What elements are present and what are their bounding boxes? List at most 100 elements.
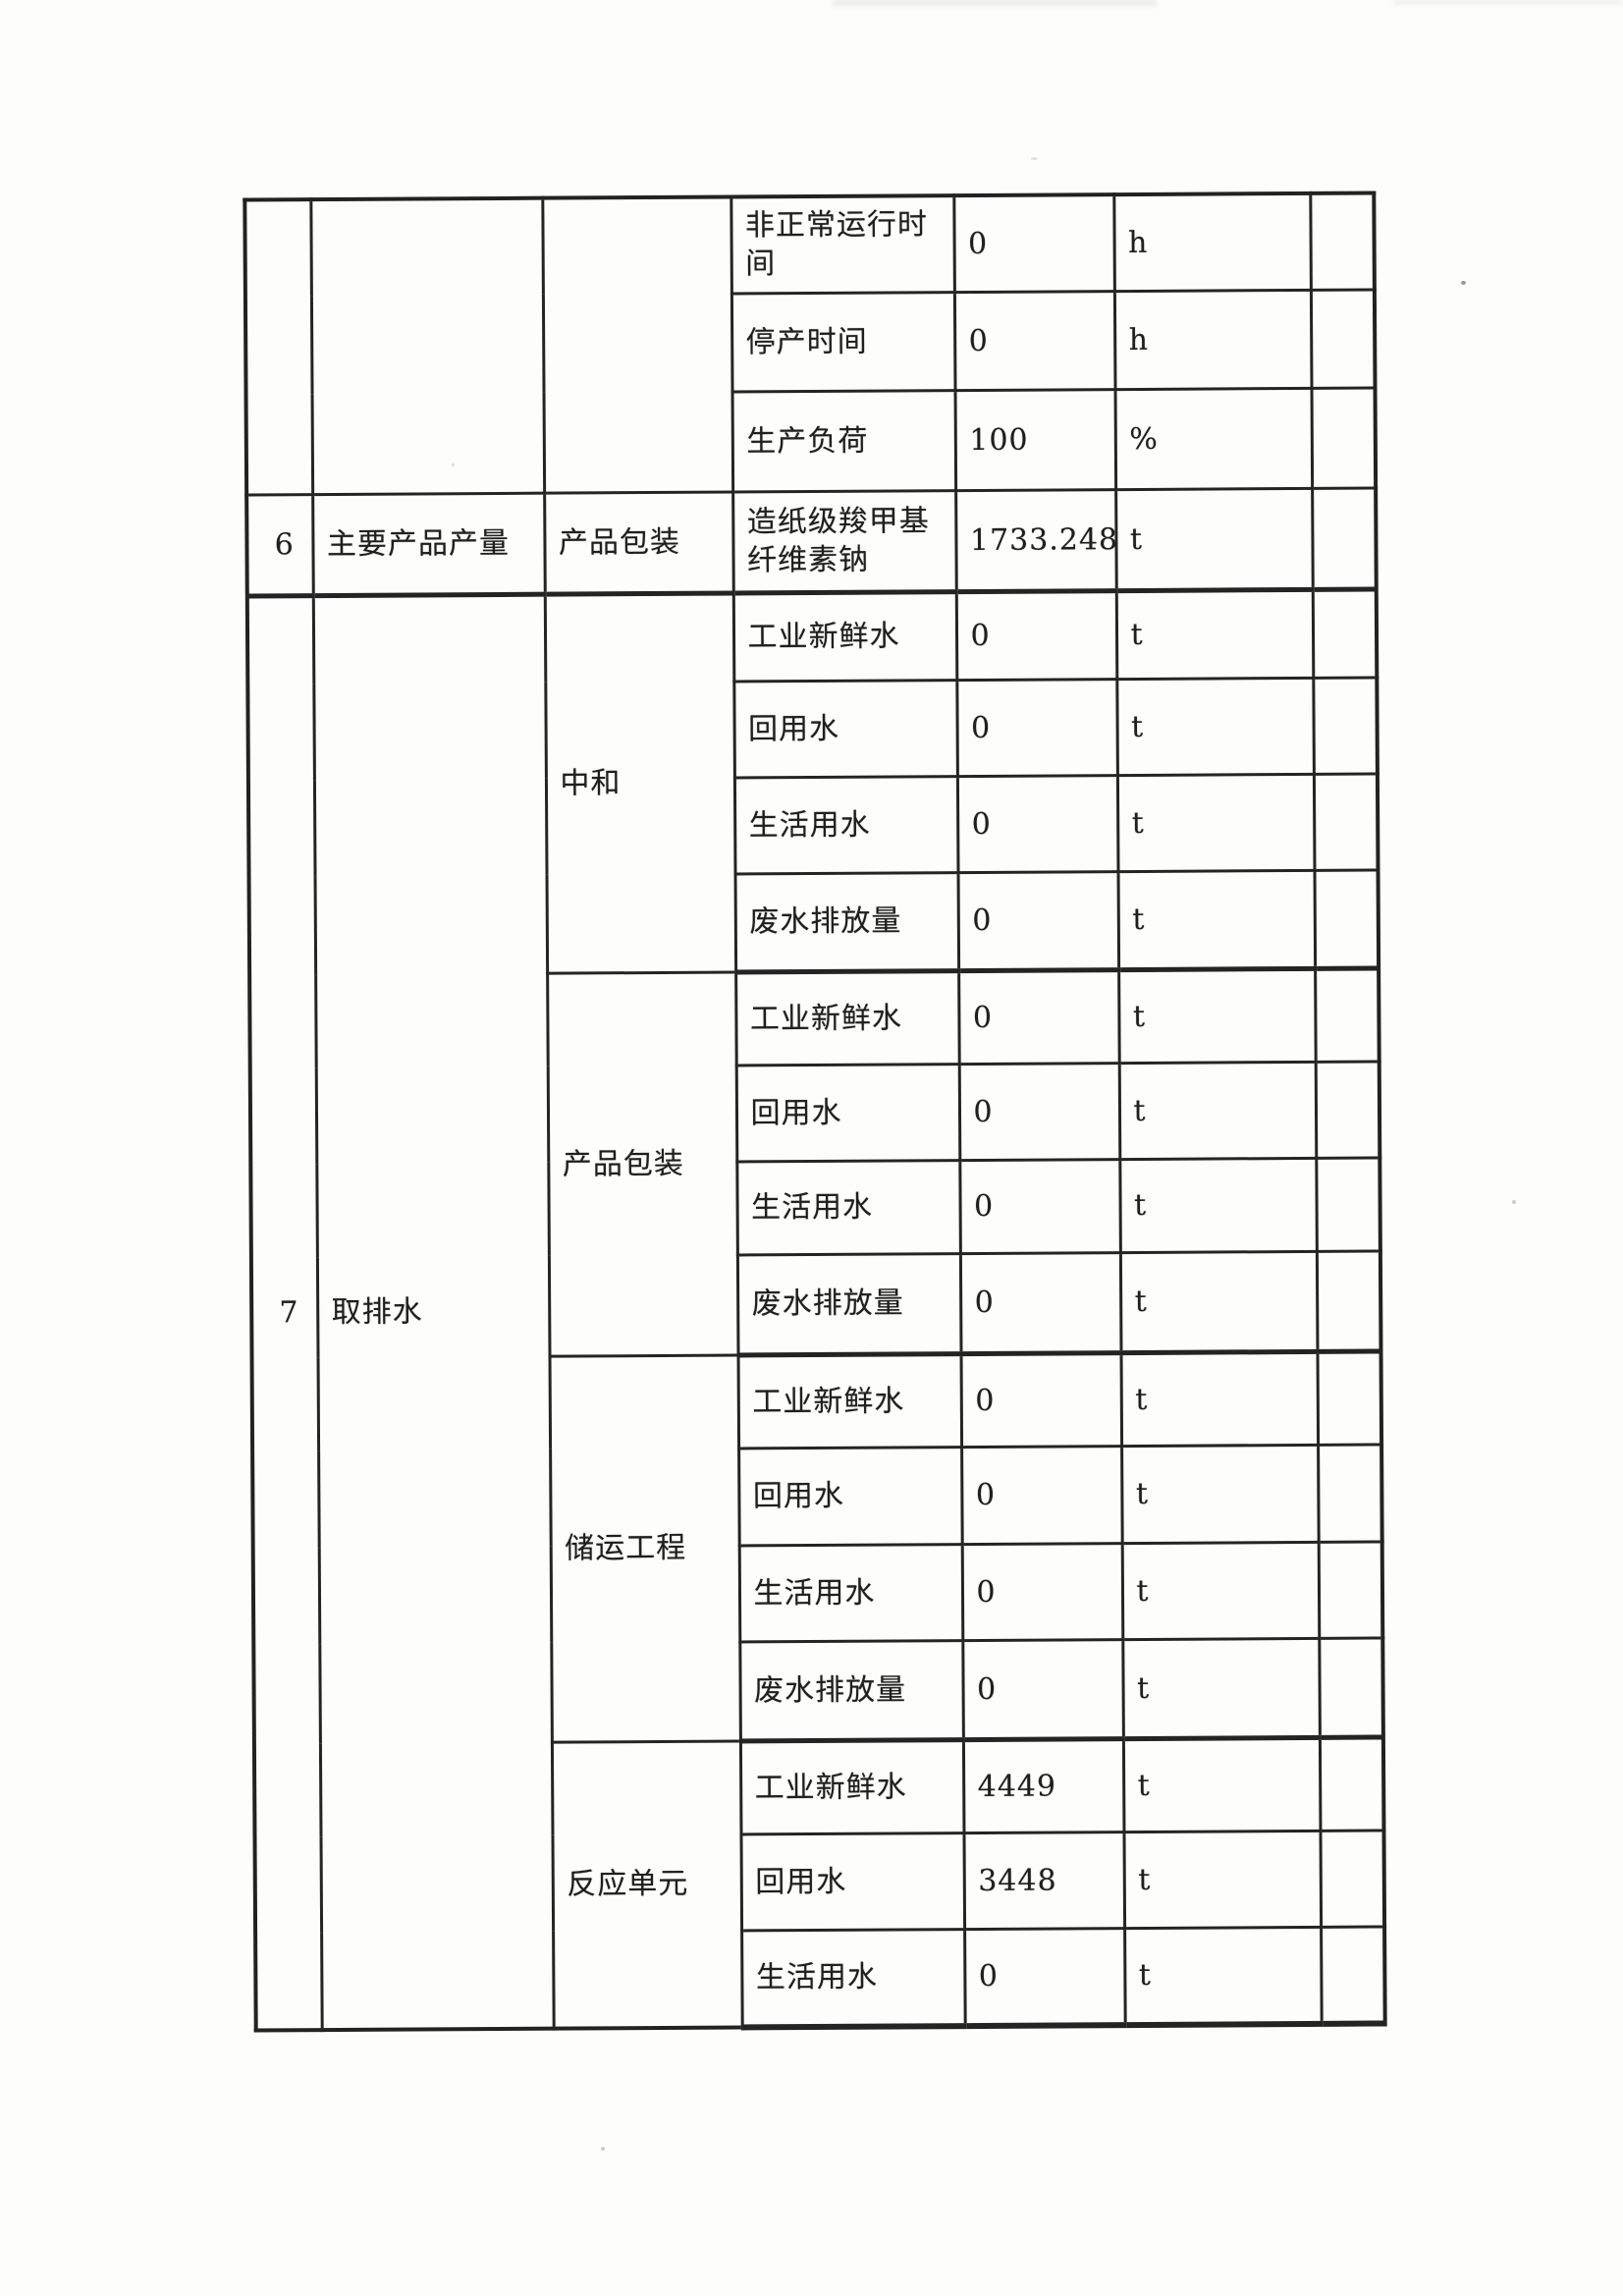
unit-cell: t — [1118, 1061, 1317, 1160]
item-cell: 工业新鲜水 — [732, 591, 957, 682]
unit-cell: t — [1118, 967, 1316, 1064]
item-cell: 废水排放量 — [739, 1640, 963, 1741]
value-cell: 0 — [964, 1928, 1125, 2027]
unit-cell: % — [1114, 387, 1313, 490]
item-cell: 回用水 — [735, 1064, 960, 1162]
remark-cell — [1310, 289, 1376, 388]
group-cell — [542, 196, 733, 493]
item-cell: 回用水 — [733, 680, 957, 778]
table-row: 非正常运行时间 0 h — [244, 192, 1375, 495]
group-cell: 反应单元 — [551, 1740, 742, 2029]
value-cell: 1733.2486 — [955, 489, 1116, 592]
value-cell: 0 — [956, 679, 1117, 777]
scan-speck — [1512, 1200, 1516, 1204]
remark-cell — [1315, 967, 1380, 1062]
remark-cell — [1314, 869, 1380, 968]
item-cell: 工业新鲜水 — [735, 970, 959, 1066]
row-number-cell: 6 — [246, 494, 313, 596]
item-cell: 回用水 — [740, 1832, 965, 1931]
value-cell: 0 — [959, 1252, 1121, 1354]
category-cell: 主要产品产量 — [312, 492, 545, 596]
value-cell: 0 — [959, 1159, 1120, 1254]
value-cell: 3448 — [963, 1831, 1125, 1930]
unit-cell: t — [1116, 773, 1315, 872]
value-cell: 0 — [958, 1063, 1120, 1161]
remark-cell — [1310, 192, 1375, 290]
remark-cell — [1319, 1736, 1384, 1831]
group-cell: 储运工程 — [549, 1354, 740, 1742]
group-cell: 产品包装 — [544, 491, 733, 594]
unit-cell: t — [1123, 1830, 1322, 1929]
category-cell: 取排水 — [312, 593, 554, 2031]
item-cell: 工业新鲜水 — [737, 1353, 962, 1449]
unit-cell: t — [1116, 677, 1314, 776]
unit-cell: t — [1122, 1736, 1321, 1832]
value-cell: 4449 — [962, 1738, 1124, 1833]
item-cell: 生活用水 — [736, 1160, 960, 1255]
scan-smudge — [833, 0, 1157, 6]
group-cell: 产品包装 — [547, 971, 738, 1356]
unit-cell: t — [1119, 1157, 1317, 1253]
unit-cell: h — [1113, 289, 1312, 390]
category-cell — [310, 197, 545, 495]
remark-cell — [1321, 1926, 1385, 2024]
unit-cell: h — [1113, 192, 1311, 292]
remark-cell — [1316, 1157, 1380, 1251]
remark-cell — [1317, 1350, 1382, 1445]
unit-cell: t — [1121, 1541, 1320, 1640]
item-cell: 工业新鲜水 — [739, 1739, 964, 1834]
value-cell: 0 — [953, 194, 1114, 293]
remark-cell — [1320, 1830, 1385, 1927]
item-cell: 造纸级羧甲基纤维素钠 — [732, 490, 956, 593]
table-row: 7 取排水 中和 工业新鲜水 0 t — [246, 588, 1378, 2031]
value-cell: 0 — [958, 969, 1119, 1065]
remark-cell — [1318, 1541, 1383, 1638]
value-cell: 0 — [961, 1543, 1123, 1641]
unit-cell: t — [1124, 1926, 1322, 2026]
item-cell: 非正常运行时间 — [730, 195, 954, 294]
scan-speck — [1461, 281, 1466, 285]
item-cell: 生活用水 — [733, 776, 958, 874]
remark-cell — [1319, 1637, 1383, 1737]
remark-cell — [1311, 387, 1377, 488]
value-cell: 0 — [962, 1639, 1123, 1740]
remark-cell — [1312, 588, 1378, 678]
value-cell: 0 — [956, 775, 1118, 873]
unit-cell: t — [1121, 1444, 1319, 1544]
scan-smudge — [1394, 0, 1623, 5]
row-number-cell: 7 — [246, 595, 322, 2031]
unit-cell: t — [1115, 487, 1313, 591]
value-cell: 0 — [955, 590, 1117, 681]
item-cell: 废水排放量 — [736, 1253, 961, 1355]
unit-cell: t — [1122, 1637, 1320, 1739]
table-row: 6 主要产品产量 产品包装 造纸级羧甲基纤维素钠 1733.2486 t — [246, 487, 1377, 596]
unit-cell: t — [1120, 1350, 1319, 1447]
remark-cell — [1313, 677, 1378, 774]
item-cell: 生产负荷 — [731, 390, 956, 492]
item-cell: 生活用水 — [741, 1929, 965, 2028]
scan-speck — [1031, 157, 1038, 160]
unit-cell: t — [1119, 1250, 1318, 1353]
remark-cell — [1316, 1250, 1381, 1351]
remark-cell — [1315, 1061, 1380, 1158]
value-cell: 100 — [954, 389, 1116, 491]
value-cell: 0 — [957, 871, 1119, 971]
value-cell: 0 — [961, 1446, 1122, 1545]
row-number-cell — [244, 199, 313, 495]
group-cell: 中和 — [544, 592, 736, 973]
item-cell: 停产时间 — [730, 292, 955, 392]
report-table: 非正常运行时间 0 h 停产时间 0 h 生产负荷 100 % 6 主要产品产量… — [243, 191, 1387, 2034]
scan-speck — [601, 2147, 605, 2151]
remark-cell — [1312, 487, 1377, 589]
value-cell: 0 — [960, 1352, 1122, 1448]
value-cell: 0 — [953, 291, 1115, 391]
unit-cell: t — [1115, 588, 1314, 680]
unit-cell: t — [1117, 869, 1316, 970]
scan-speck — [452, 464, 455, 466]
remark-cell — [1318, 1444, 1382, 1542]
remark-cell — [1313, 773, 1379, 870]
item-cell: 回用水 — [738, 1447, 962, 1546]
item-cell: 废水排放量 — [734, 872, 959, 972]
item-cell: 生活用水 — [738, 1544, 963, 1642]
